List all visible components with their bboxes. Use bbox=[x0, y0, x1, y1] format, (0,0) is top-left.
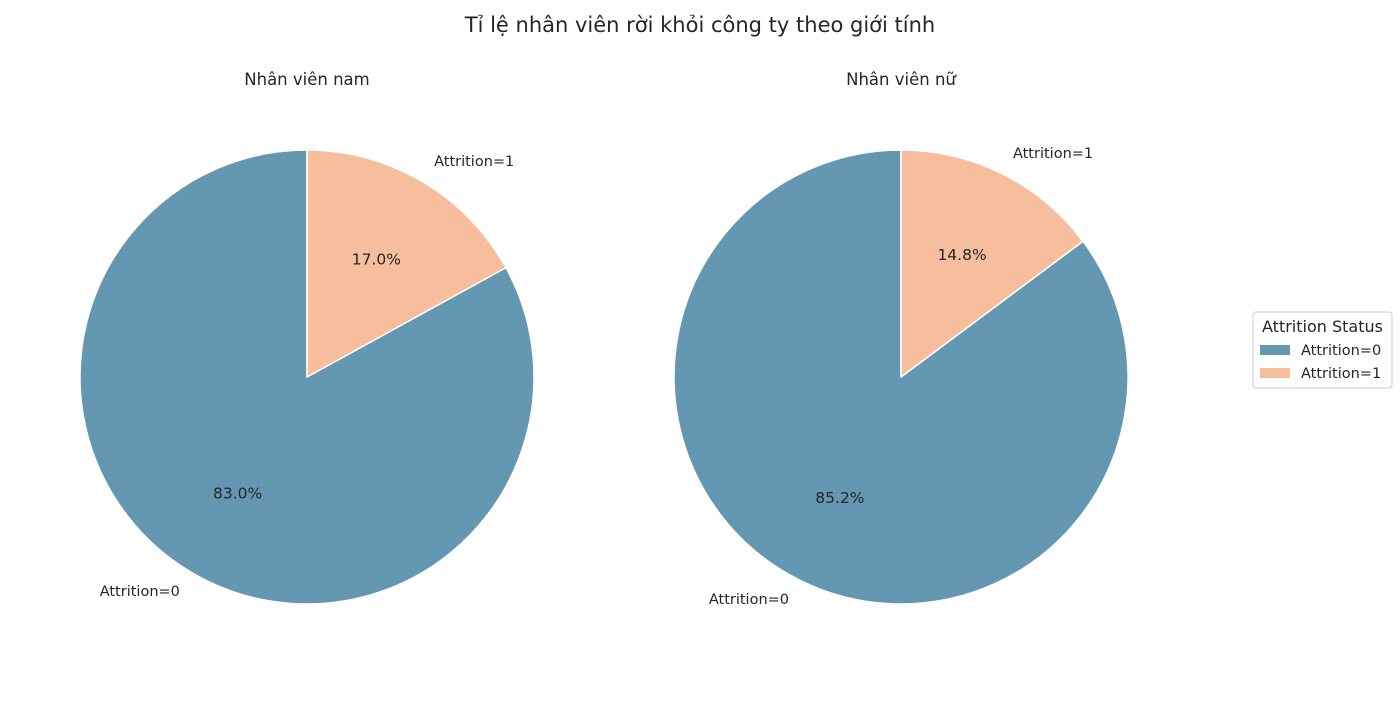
legend-title: Attrition Status bbox=[1262, 317, 1383, 336]
legend-label-attrition-1: Attrition=1 bbox=[1301, 366, 1381, 382]
legend-swatch-attrition-1 bbox=[1260, 368, 1290, 378]
chart-title: Tỉ lệ nhân viên rời khỏi công ty theo gi… bbox=[464, 13, 935, 37]
slice-percent-label-attrition-0: 83.0% bbox=[213, 485, 262, 503]
legend: Attrition Status Attrition=0 Attrition=1 bbox=[1252, 311, 1393, 389]
slice-label-attrition-0: Attrition=0 bbox=[709, 592, 789, 608]
slice-percent-label-attrition-0: 85.2% bbox=[815, 489, 864, 507]
pie-slice-attrition-1 bbox=[306, 149, 507, 378]
legend-swatch-attrition-0 bbox=[1260, 345, 1290, 355]
pie-title-female: Nhân viên nữ bbox=[846, 70, 957, 89]
slice-percent-label-attrition-1: 14.8% bbox=[937, 246, 986, 264]
pie-title-male: Nhân viên nam bbox=[244, 70, 369, 89]
legend-label-attrition-0: Attrition=0 bbox=[1301, 343, 1381, 359]
pie-chart-female: Nhân viên nữ Attrition=1 14.8% Attrition=0… bbox=[673, 70, 1129, 608]
slice-label-attrition-0: Attrition=0 bbox=[100, 584, 180, 600]
pie-slice-attrition-1 bbox=[900, 149, 1084, 378]
pie-chart-male: Nhân viên nam Attrition=1 17.0% Attrition=… bbox=[79, 70, 535, 605]
slice-percent-label-attrition-1: 17.0% bbox=[352, 250, 401, 268]
slice-label-attrition-1: Attrition=1 bbox=[1013, 146, 1093, 162]
slice-label-attrition-1: Attrition=1 bbox=[434, 154, 514, 170]
